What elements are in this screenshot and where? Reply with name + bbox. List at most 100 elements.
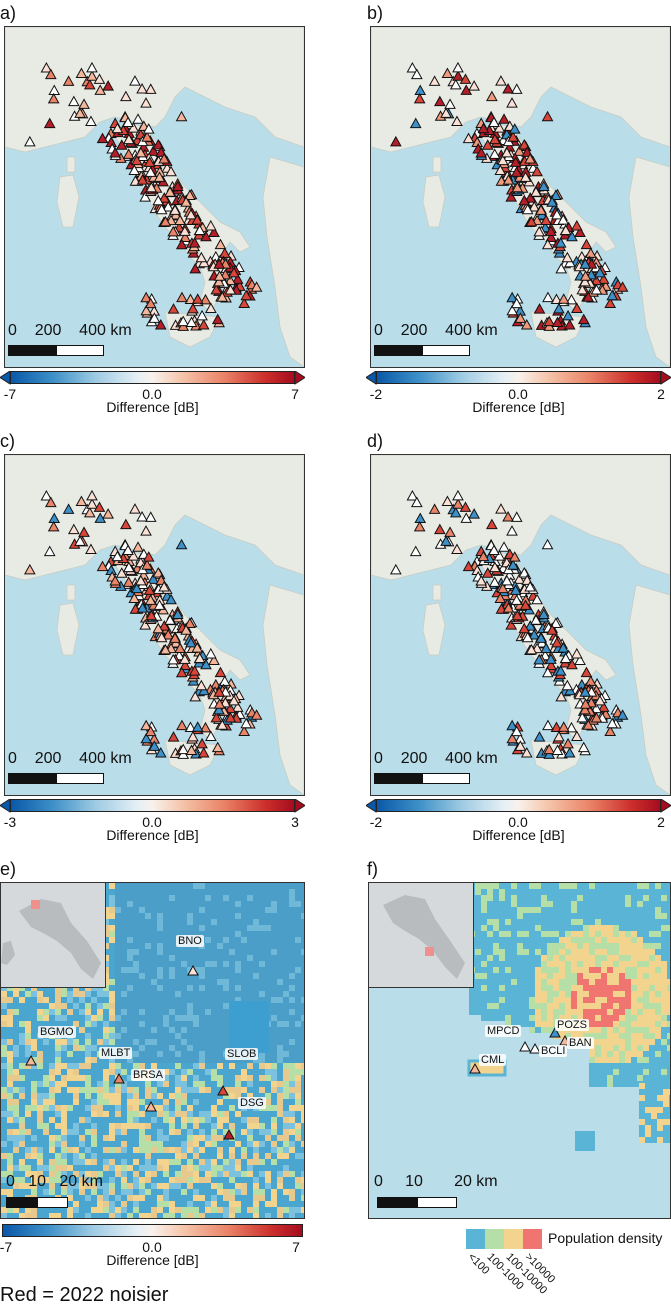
station-marker: [524, 580, 536, 592]
station-marker: [200, 230, 212, 242]
map-panel-c[interactable]: [4, 454, 305, 796]
station-marker: [541, 110, 554, 122]
panel-label-c: c): [0, 431, 15, 451]
station-marker: [543, 743, 556, 755]
station-marker: [154, 318, 167, 330]
station-marker: [228, 266, 240, 278]
station-marker: [520, 318, 533, 330]
map-panel-e[interactable]: 0 10 20 km BNO BGMO MLBT SLOB BRSA DSG: [0, 882, 305, 1219]
station-marker: [518, 622, 531, 634]
station-marker: [123, 561, 135, 573]
station-marker: [162, 628, 175, 640]
station-marker: [185, 208, 197, 220]
station-marker: [135, 574, 147, 586]
colorbar-d: -2 0.0 2 Difference [dB]: [366, 799, 671, 845]
inset-map-f: [369, 883, 474, 988]
station-marker: [127, 550, 140, 561]
station-label-pozs: POZS: [555, 1019, 589, 1031]
map-panel-a[interactable]: [4, 26, 305, 368]
panel-label-e: e): [0, 859, 17, 879]
station-marker: [175, 110, 188, 122]
station-mlbt: [113, 1072, 125, 1084]
station-marker: [86, 498, 98, 509]
station-marker: [164, 186, 176, 197]
station-marker: [582, 291, 595, 302]
station-marker: [43, 117, 56, 129]
station-marker: [210, 711, 223, 723]
station-marker: [557, 642, 570, 653]
station-marker: [122, 544, 134, 556]
station-marker: [510, 166, 523, 177]
station-marker: [208, 226, 220, 238]
station-marker: [83, 78, 96, 90]
station-marker: [210, 283, 223, 295]
station-marker: [148, 312, 161, 323]
scale-label-e: 0 10 20 km: [6, 1173, 103, 1190]
station-marker: [204, 219, 217, 231]
station-marker: [193, 652, 206, 663]
station-marker: [494, 164, 507, 175]
station-marker: [134, 128, 147, 140]
land-0: [371, 455, 670, 581]
station-marker: [451, 543, 463, 554]
station-marker: [542, 291, 554, 303]
station-marker: [413, 520, 426, 532]
station-marker: [162, 200, 175, 212]
station-marker: [135, 146, 147, 158]
station-marker: [533, 225, 546, 237]
station-marker: [533, 731, 546, 742]
station-marker: [218, 247, 231, 258]
station-marker: [145, 181, 158, 193]
station-marker: [579, 686, 592, 697]
station-marker: [141, 131, 153, 142]
station-marker: [184, 293, 197, 305]
station-marker: [199, 293, 212, 305]
station-cml: [469, 1062, 481, 1074]
station-marker: [169, 632, 181, 643]
scalebar-b: [374, 345, 470, 356]
land-3: [56, 174, 80, 228]
station-marker: [451, 115, 463, 126]
station-marker: [189, 262, 202, 274]
station-marker: [240, 717, 253, 729]
station-label-brsa: BRSA: [131, 1069, 165, 1081]
station-marker: [449, 78, 462, 90]
station-label-mpcd: MPCD: [485, 1025, 522, 1037]
station-marker: [508, 551, 521, 562]
scale-label-a: 0 200 400 km: [8, 322, 132, 339]
station-marker: [518, 138, 531, 150]
station-marker: [433, 523, 446, 535]
station-marker: [509, 156, 522, 167]
station-marker: [177, 315, 190, 327]
station-marker: [62, 503, 75, 514]
station-marker: [184, 617, 196, 628]
panel-label-f: f): [367, 859, 378, 879]
station-marker: [94, 512, 107, 523]
station-marker: [86, 489, 98, 501]
scale-label-f: 0 10 20 km: [374, 1173, 498, 1190]
station-marker: [250, 281, 263, 292]
station-label-ban: BAN: [567, 1037, 594, 1049]
map-panel-f[interactable]: 0 10 20 km MPCD POZS CML BCLI BAN: [368, 882, 671, 1219]
station-marker: [145, 609, 158, 621]
station-marker: [152, 566, 165, 578]
station-marker: [410, 68, 423, 80]
station-marker: [533, 653, 546, 665]
station-marker: [406, 61, 419, 73]
station-marker: [449, 506, 462, 518]
station-marker: [580, 666, 593, 678]
station-marker: [506, 732, 519, 744]
station-marker: [428, 75, 441, 86]
station-marker: [136, 174, 149, 185]
station-marker: [140, 732, 153, 744]
station-marker: [144, 594, 157, 605]
station-dsg: [223, 1128, 235, 1140]
station-marker: [590, 283, 603, 295]
station-marker: [452, 70, 464, 81]
map-panel-d[interactable]: [370, 454, 671, 796]
map-panel-b[interactable]: [370, 26, 671, 368]
station-marker: [175, 238, 188, 250]
station-marker: [571, 730, 583, 741]
station-marker: [493, 550, 506, 561]
station-marker: [533, 303, 546, 314]
